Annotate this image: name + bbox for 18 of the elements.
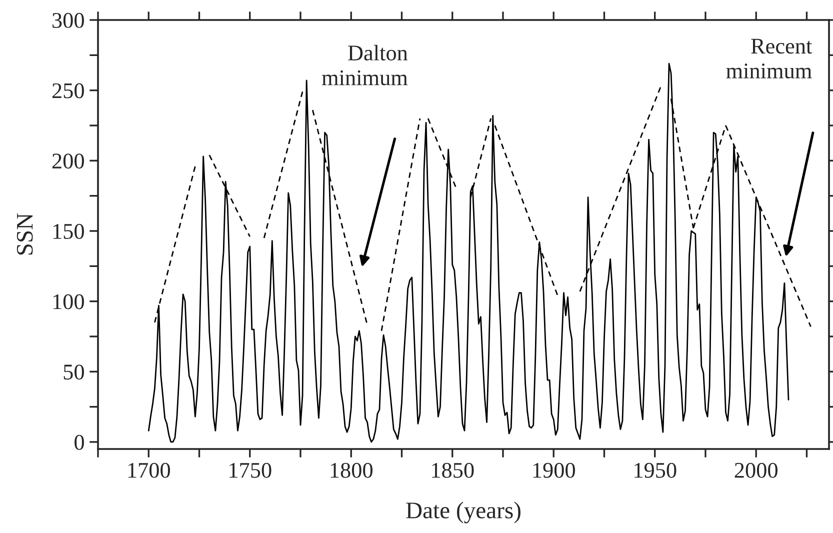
annotation: Dalton minimum [322,44,408,86]
y-tick-label: 0 [74,434,84,450]
x-tick-label: 1850 [432,462,474,478]
x-tick-label: 1800 [330,462,372,478]
x-tick-label: 1700 [128,462,170,478]
x-tick-label: 1950 [634,462,676,478]
annotation: Recent minimum [726,38,812,78]
y-tick-label: 200 [52,154,84,169]
x-tick-label: 1750 [230,462,272,478]
y-axis-title: SSN [16,213,33,255]
y-tick-label: 300 [52,12,84,28]
x-tick-label: 1900 [533,462,575,478]
x-tick-label: 2000 [734,462,778,478]
y-tick-label: 100 [53,294,84,310]
y-tick-label: 250 [52,83,84,98]
y-tick-label: 150 [53,224,84,239]
y-tick-label: 50 [64,364,84,380]
x-axis-title: Date (years) [406,502,520,524]
